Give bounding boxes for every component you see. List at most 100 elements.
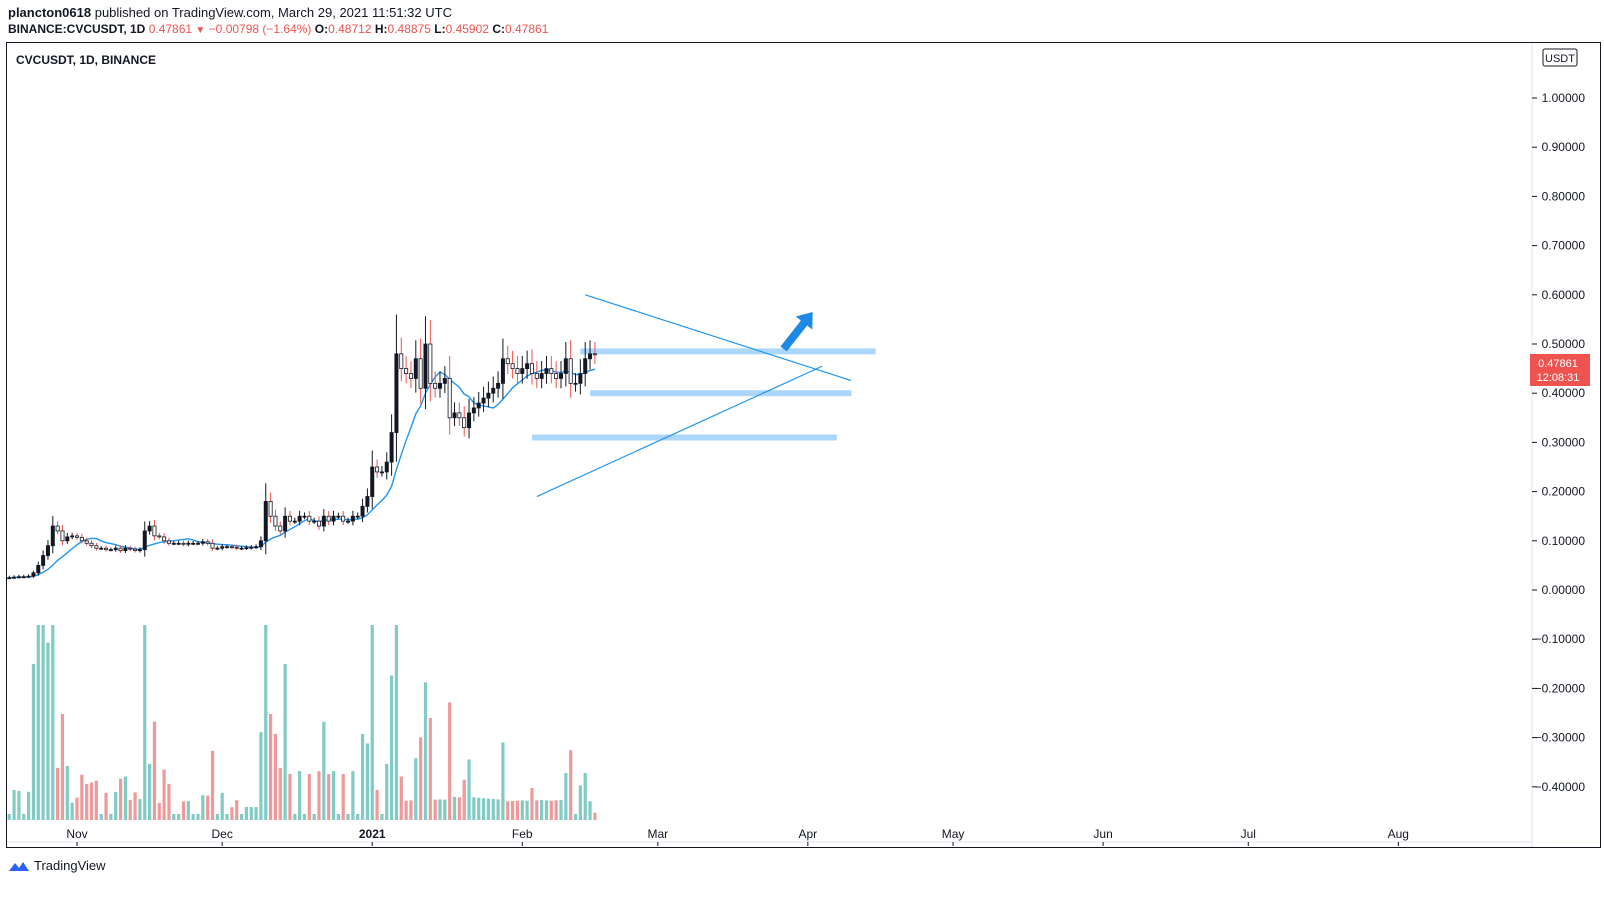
currency-badge-label: USDT (1545, 53, 1575, 65)
volume-bar (443, 799, 447, 820)
volume-bar (433, 799, 437, 820)
candle-body (278, 525, 283, 532)
candle-body (229, 546, 234, 549)
volume-bar (7, 814, 11, 820)
candle-body (36, 565, 41, 574)
candle-body (457, 412, 462, 419)
footer-brand[interactable]: TradingView (34, 858, 106, 873)
candle-body (316, 520, 321, 527)
candle-body (496, 382, 501, 389)
candle-body (515, 368, 520, 374)
candle-body (481, 397, 486, 404)
volume-bar (181, 801, 186, 820)
volume-bar (148, 764, 152, 820)
time-tick-label: Feb (512, 827, 533, 841)
candle-body (7, 577, 12, 580)
moving-average-line (9, 368, 596, 579)
candle-body (447, 378, 452, 419)
volume-bar (452, 796, 457, 820)
volume-bar (138, 799, 142, 820)
volume-bar (210, 750, 215, 820)
candle-body (525, 363, 530, 369)
candle-body (442, 378, 447, 384)
close-value: 0.47861 (504, 22, 549, 36)
volume-bar (128, 799, 132, 820)
ohlc-bar: BINANCE:CVCUSDT, 1D 0.47861 ▼ −0.00798 (… (8, 22, 548, 36)
currency-badge[interactable] (1542, 48, 1578, 67)
candle-body (65, 536, 70, 542)
volume-bar (70, 802, 74, 820)
low-value: 0.45902 (445, 22, 489, 36)
volume-bar (317, 771, 321, 820)
candle-body (394, 353, 399, 433)
candle-body (108, 549, 113, 552)
zone-layer (531, 348, 876, 441)
candle-body (375, 466, 380, 473)
volume-bar (394, 625, 399, 820)
bar-countdown: 12:08:31 (1537, 372, 1580, 384)
candle-body (423, 343, 428, 389)
candle-body (413, 358, 418, 379)
candle-body (176, 542, 181, 545)
candle-body (287, 515, 292, 522)
volume-bar (356, 814, 360, 820)
price-tick-label: 0.10000 (1542, 534, 1586, 548)
candle-body (283, 515, 288, 532)
volume-bar (511, 800, 515, 820)
time-tick-label: Aug (1388, 827, 1409, 841)
volume-bar (118, 778, 123, 820)
volume-bar (278, 767, 282, 820)
volume-bar (331, 771, 336, 820)
candle-body (75, 535, 80, 538)
volume-bar (554, 800, 558, 820)
candle-body (181, 542, 186, 545)
time-tick-label: Jul (1241, 827, 1256, 841)
volume-bar (191, 814, 195, 820)
price-tick-label: 0.40000 (1542, 386, 1586, 400)
candle-body (21, 576, 26, 579)
volume-bar (157, 803, 161, 820)
time-tick-label: Apr (798, 827, 817, 841)
volume-bar (254, 807, 258, 820)
candle-body (60, 530, 65, 542)
down-arrow-icon: ▼ (195, 25, 206, 36)
volume-bar (51, 625, 55, 820)
price-tick-label: 0.60000 (1542, 288, 1586, 302)
volume-bar (220, 792, 224, 820)
candle-body (379, 471, 384, 474)
candle-body (70, 535, 75, 538)
volume-bar (327, 774, 331, 820)
candle-body (404, 368, 409, 374)
volume-bar (496, 799, 500, 820)
candle-body (505, 358, 510, 365)
price-tick-label: 0.20000 (1542, 485, 1586, 499)
candle-body (539, 373, 544, 379)
candle-body (147, 525, 152, 532)
volume-bar (370, 625, 374, 820)
price-change: −0.00798 (−1.64%) (208, 22, 312, 36)
volume-bar (593, 812, 597, 820)
moving-average-layer (9, 368, 596, 579)
trendline-descending (585, 294, 838, 377)
candle-body (467, 412, 472, 429)
candle-body (510, 363, 515, 369)
time-tick-label: Dec (212, 827, 233, 841)
author-name[interactable]: plancton0618 (8, 5, 92, 20)
candle-body (549, 368, 554, 374)
volume-bar (438, 799, 442, 820)
volume-bar (239, 814, 244, 820)
price-tick-label: 0.30000 (1542, 435, 1586, 449)
volume-bar (36, 625, 40, 820)
volume-bar (293, 814, 297, 820)
volume-bar (298, 771, 302, 820)
volume-bar (360, 734, 365, 820)
time-tick-label: May (942, 827, 965, 841)
volume-bar (540, 800, 544, 820)
trendline-ascending (536, 365, 823, 498)
volume-bar (588, 801, 592, 820)
open-label: O: (314, 22, 329, 36)
volume-bar (152, 721, 157, 820)
candle-body (365, 496, 370, 507)
volume-bar (65, 766, 69, 820)
